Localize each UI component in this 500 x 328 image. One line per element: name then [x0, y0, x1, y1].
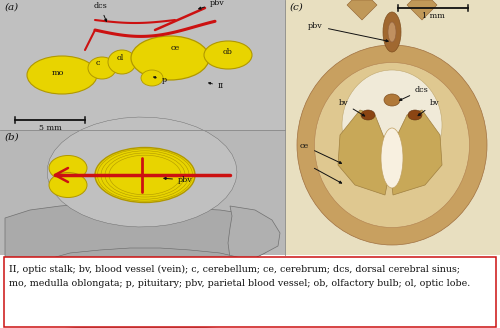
Text: pbv: pbv — [198, 0, 225, 9]
Ellipse shape — [95, 148, 195, 202]
Ellipse shape — [49, 155, 87, 180]
Ellipse shape — [204, 41, 252, 69]
Polygon shape — [162, 310, 168, 315]
Polygon shape — [198, 310, 204, 315]
Text: ol: ol — [116, 54, 123, 62]
Text: II: II — [208, 82, 224, 90]
Bar — [285, 0, 500, 255]
Ellipse shape — [388, 22, 396, 42]
Text: ob: ob — [223, 48, 233, 56]
Text: pbv: pbv — [308, 22, 388, 42]
Polygon shape — [246, 310, 252, 315]
Text: dcs: dcs — [93, 2, 107, 21]
Text: mo: mo — [52, 69, 64, 77]
Text: II, optic stalk; bv, blood vessel (vein); c, cerebellum; ce, cerebrum; dcs, dors: II, optic stalk; bv, blood vessel (vein)… — [9, 265, 460, 274]
Ellipse shape — [342, 70, 442, 180]
Polygon shape — [222, 310, 228, 315]
Text: 1 mm: 1 mm — [422, 12, 444, 20]
Text: pbv: pbv — [164, 176, 193, 184]
Polygon shape — [210, 310, 216, 315]
Polygon shape — [48, 117, 237, 227]
Text: mo, medulla oblongata; p, pituitary; pbv, parietal blood vessel; ob, olfactory b: mo, medulla oblongata; p, pituitary; pbv… — [9, 279, 470, 288]
Ellipse shape — [27, 56, 97, 94]
Text: dcs: dcs — [400, 86, 429, 100]
Polygon shape — [270, 310, 276, 315]
Ellipse shape — [314, 63, 470, 228]
Ellipse shape — [141, 70, 163, 86]
Polygon shape — [228, 206, 280, 260]
Polygon shape — [407, 0, 437, 20]
Polygon shape — [15, 248, 282, 328]
Ellipse shape — [361, 110, 375, 120]
Ellipse shape — [383, 12, 401, 52]
Ellipse shape — [408, 110, 422, 120]
Text: c: c — [96, 59, 100, 67]
Polygon shape — [5, 203, 272, 276]
Polygon shape — [347, 0, 377, 20]
Text: 5 mm: 5 mm — [38, 124, 62, 132]
Text: (a): (a) — [5, 3, 19, 12]
Polygon shape — [338, 110, 390, 195]
Polygon shape — [390, 110, 442, 195]
Bar — [0, 130, 285, 255]
Text: (c): (c) — [290, 3, 304, 12]
Text: bv: bv — [418, 99, 440, 116]
Ellipse shape — [381, 128, 403, 188]
Bar — [4, 257, 496, 327]
Ellipse shape — [131, 36, 209, 80]
Ellipse shape — [108, 50, 136, 74]
Text: bv: bv — [338, 99, 364, 116]
Bar — [285, 0, 500, 255]
Polygon shape — [186, 310, 192, 315]
Polygon shape — [150, 310, 156, 315]
Text: p: p — [154, 76, 167, 84]
Bar — [0, 0, 285, 130]
Ellipse shape — [384, 94, 400, 106]
Text: (b): (b) — [5, 133, 20, 142]
Polygon shape — [258, 310, 264, 315]
Bar — [0, 0, 285, 255]
Polygon shape — [234, 310, 240, 315]
Ellipse shape — [88, 57, 116, 79]
Polygon shape — [80, 266, 278, 310]
Text: ce: ce — [300, 142, 342, 163]
Ellipse shape — [297, 45, 487, 245]
Text: ce: ce — [170, 44, 179, 52]
Ellipse shape — [49, 173, 87, 197]
Polygon shape — [174, 310, 180, 315]
